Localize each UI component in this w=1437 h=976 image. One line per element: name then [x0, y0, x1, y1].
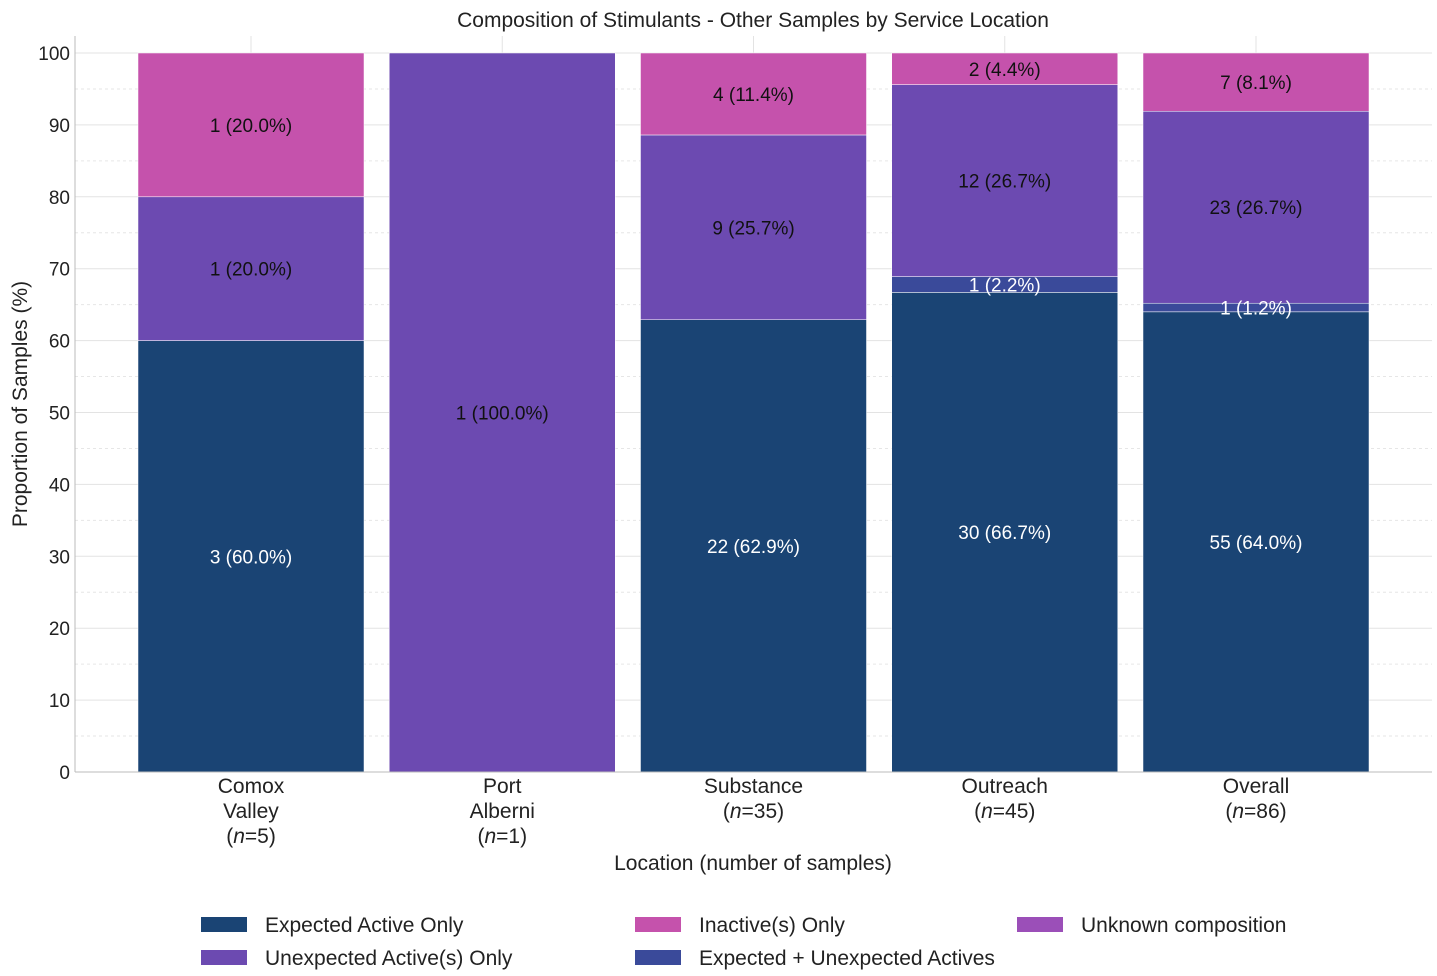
- x-tick-label: Alberni: [470, 800, 535, 823]
- y-tick-label: 60: [49, 332, 70, 353]
- y-tick-label: 50: [49, 404, 70, 425]
- legend-label: Expected + Unexpected Actives: [699, 947, 995, 970]
- x-axis-label: Location (number of samples): [614, 852, 892, 875]
- bar-data-label: 1 (20.0%): [210, 116, 292, 137]
- bar-segment: [891, 292, 1118, 773]
- bar-segment: [640, 319, 867, 773]
- y-tick-label: 40: [49, 475, 70, 496]
- bar-data-label: 22 (62.9%): [707, 537, 800, 558]
- bar-data-label: 12 (26.7%): [958, 172, 1051, 193]
- bar-segment: [1142, 52, 1370, 112]
- legend-label: Unexpected Active(s) Only: [265, 947, 513, 970]
- bar-segment: [640, 134, 867, 320]
- bar-segment: [891, 84, 1118, 277]
- x-tick-label: Comox: [218, 775, 285, 798]
- x-tick-label: Outreach: [962, 775, 1048, 798]
- bar-data-label: 4 (11.4%): [713, 85, 794, 106]
- bar-data-label: 55 (64.0%): [1210, 533, 1303, 554]
- x-tick-label: Valley: [223, 800, 279, 823]
- bar-data-label: 9 (25.7%): [712, 218, 794, 239]
- y-tick-label: 0: [59, 763, 70, 784]
- bar-data-label: 1 (20.0%): [210, 260, 292, 281]
- y-tick-label: 100: [38, 44, 70, 65]
- x-tick-n-label: (n=35): [723, 800, 784, 823]
- y-tick-label: 20: [49, 619, 70, 640]
- x-tick-n-label: (n=86): [1225, 800, 1286, 823]
- bar-data-label: 1 (2.2%): [969, 276, 1041, 297]
- legend-swatch: [201, 917, 247, 932]
- x-tick-label: Overall: [1223, 775, 1290, 798]
- bar-segment: [1142, 311, 1370, 773]
- bar-segment: [1142, 110, 1370, 304]
- bar-segment: [137, 340, 365, 773]
- bar-data-label: 2 (4.4%): [969, 60, 1041, 81]
- legend-label: Unknown composition: [1081, 914, 1286, 937]
- y-tick-label: 30: [49, 547, 70, 568]
- y-tick-label: 90: [49, 116, 70, 137]
- x-tick-n-label: (n=1): [477, 825, 527, 848]
- legend-swatch: [635, 950, 681, 965]
- bar-segment: [389, 52, 616, 773]
- legend-label: Expected Active Only: [265, 914, 464, 937]
- x-tick-label: Substance: [704, 775, 803, 798]
- bar-labels: 3 (60.0%) 1 (20.0%) 1 (20.0%) 1 (100.0%) 22 …: [210, 60, 1303, 568]
- legend-swatch: [635, 917, 681, 932]
- bar-data-label: 3 (60.0%): [210, 547, 292, 568]
- legend-label: Inactive(s) Only: [699, 914, 845, 937]
- bar-segment: [891, 52, 1118, 85]
- bar-data-label: 7 (8.1%): [1220, 73, 1292, 94]
- bar-data-label: 1 (1.2%): [1220, 299, 1292, 320]
- bars: [137, 52, 1370, 773]
- x-tick-n-label: (n=5): [226, 825, 276, 848]
- legend-swatch: [1017, 917, 1063, 932]
- bar-segment: [137, 52, 365, 198]
- bar-segment: [137, 196, 365, 341]
- x-tick-label: Port: [483, 775, 522, 798]
- bar-segment: [640, 52, 867, 136]
- y-tick-label: 80: [49, 188, 70, 209]
- bar-data-label: 23 (26.7%): [1210, 198, 1303, 219]
- legend-swatch: [201, 950, 247, 965]
- y-tick-label: 70: [49, 260, 70, 281]
- bar-data-label: 1 (100.0%): [456, 404, 549, 425]
- bar-data-label: 30 (66.7%): [958, 523, 1051, 544]
- chart-title: Composition of Stimulants - Other Sample…: [457, 9, 1049, 32]
- x-tick-n-label: (n=45): [974, 800, 1035, 823]
- y-tick-label: 10: [49, 691, 70, 712]
- y-axis-label: Proportion of Samples (%): [9, 281, 32, 527]
- legend: Expected Active Only Unexpected Active(s)…: [201, 914, 1286, 970]
